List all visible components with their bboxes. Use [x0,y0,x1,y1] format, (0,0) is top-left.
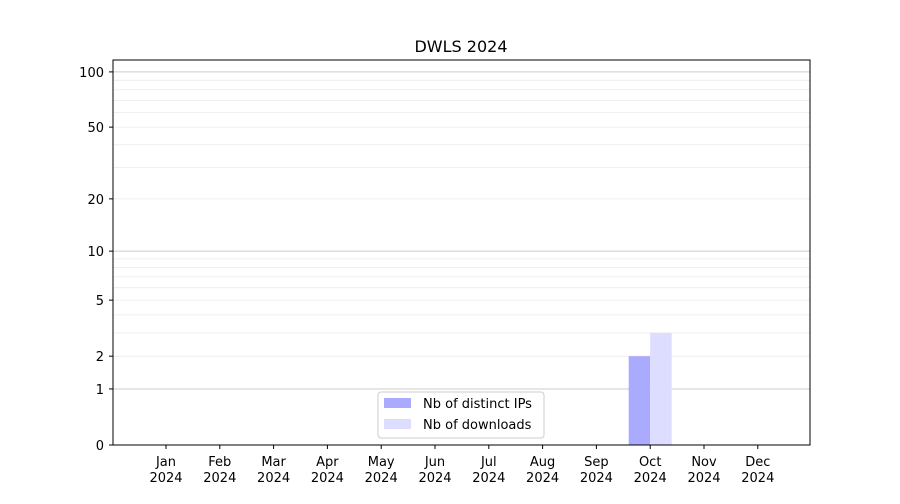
bar-0 [628,356,651,445]
y-tick-label: 20 [87,193,104,208]
y-tick-label: 5 [96,294,104,309]
legend-label: Nb of downloads [423,418,532,433]
x-tick-label: Oct [639,455,661,470]
x-tick-label: 2024 [741,471,774,486]
x-tick-label: 2024 [687,471,720,486]
y-tick-label: 2 [96,350,104,365]
x-tick-label: May [368,455,395,470]
y-tick-label: 100 [79,66,104,81]
x-tick-label: Jun [424,455,445,470]
legend [377,391,545,439]
x-tick-label: 2024 [149,471,182,486]
y-tick-label: 10 [87,245,104,260]
y-tick-label: 1 [96,383,104,398]
bar-1 [650,332,672,445]
x-tick-label: Jul [480,455,497,470]
x-tick-label: 2024 [257,471,290,486]
legend-swatch [384,419,411,429]
x-tick-label: 2024 [472,471,505,486]
x-tick-label: Mar [261,455,286,470]
x-tick-label: Sep [584,455,609,470]
y-tick-label: 50 [87,121,104,136]
x-tick-label: 2024 [634,471,667,486]
x-tick-label: Feb [208,455,231,470]
x-tick-label: 2024 [526,471,559,486]
x-tick-label: 2024 [203,471,236,486]
x-tick-label: Dec [745,455,770,470]
y-tick-label: 0 [96,439,104,454]
x-tick-label: Jan [155,455,176,470]
x-tick-label: 2024 [418,471,451,486]
plot-frame [112,59,811,446]
x-tick-label: 2024 [580,471,613,486]
x-tick-label: 2024 [311,471,344,486]
legend-swatch [384,398,411,408]
x-tick-label: Aug [530,455,555,470]
x-tick-label: 2024 [365,471,398,486]
chart-title: DWLS 2024 [414,37,507,56]
x-tick-label: Nov [691,455,717,470]
x-tick-label: Apr [316,455,339,470]
legend-label: Nb of distinct IPs [423,397,532,412]
